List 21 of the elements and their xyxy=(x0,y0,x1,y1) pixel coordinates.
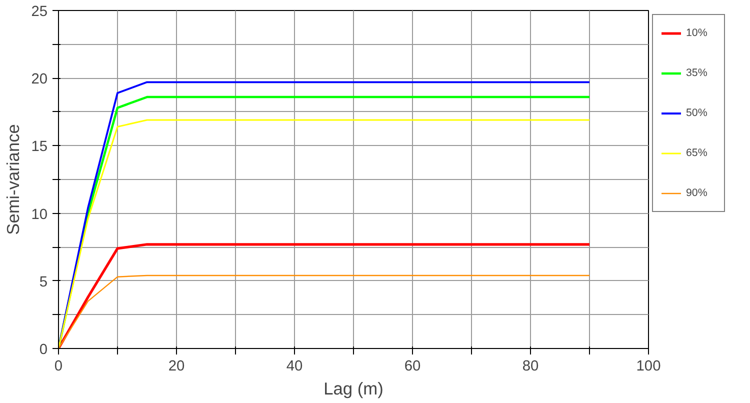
legend-label: 50% xyxy=(686,107,708,119)
x-tick-label: 0 xyxy=(54,358,63,374)
y-tick-label: 5 xyxy=(39,274,48,290)
line-series xyxy=(58,243,591,348)
y-tick-label: 15 xyxy=(31,139,48,156)
x-tick-label: 20 xyxy=(168,358,185,374)
y-tick-label: 10 xyxy=(31,206,48,223)
y-tick-label: 20 xyxy=(31,72,48,88)
y-axis-title: Semi-variance xyxy=(3,124,24,235)
x-tick-label: 100 xyxy=(636,358,661,374)
legend-label: 65% xyxy=(686,147,708,159)
x-tick-label: 80 xyxy=(522,358,539,374)
y-tick-label: 0 xyxy=(39,342,48,358)
x-tick-label: 40 xyxy=(286,358,303,374)
x-axis-title: Lag (m) xyxy=(324,378,384,398)
legend-label: 10% xyxy=(686,27,708,39)
legend-label: 35% xyxy=(686,67,708,79)
y-tick-label: 25 xyxy=(31,4,48,20)
line-series xyxy=(58,274,590,348)
x-tick-label: 60 xyxy=(404,358,421,374)
legend-label: 90% xyxy=(686,187,708,199)
